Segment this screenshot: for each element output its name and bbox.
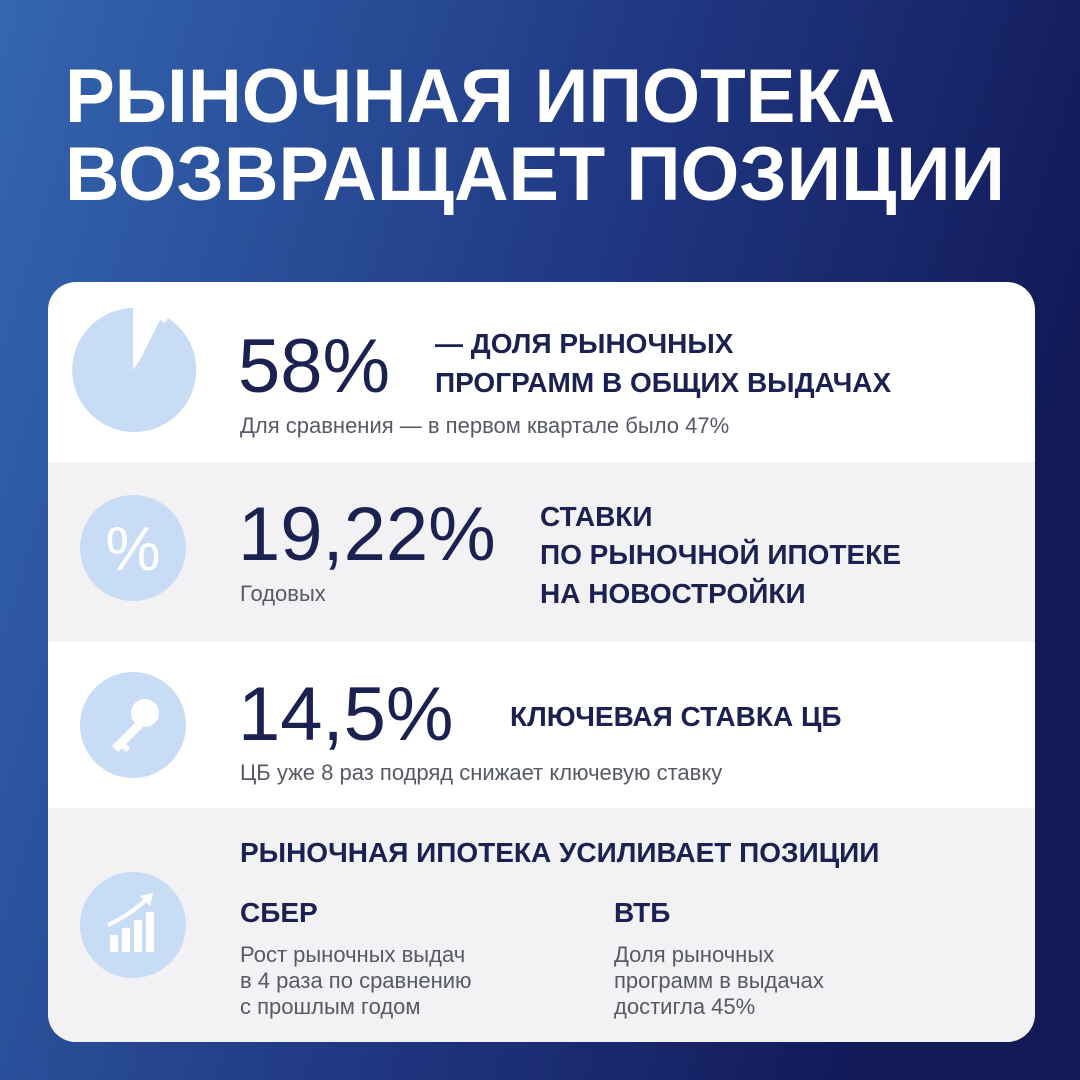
bank-note: Доля рыночных: [614, 942, 774, 967]
bank-note: достигла 45%: [614, 994, 755, 1019]
stat-label: КЛЮЧЕВАЯ СТАВКА ЦБ: [510, 701, 842, 732]
card: [48, 282, 1035, 1042]
growth-icon: [80, 872, 186, 978]
bank-note: программ в выдачах: [614, 968, 824, 993]
bank-name: СБЕР: [240, 897, 318, 928]
stat-note: ЦБ уже 8 раз подряд снижает ключевую ста…: [240, 760, 722, 785]
bank-note: Рост рыночных выдач: [240, 942, 465, 967]
stat-value: 14,5%: [238, 672, 454, 757]
title: РЫНОЧНАЯ ИПОТЕКА: [65, 54, 895, 139]
bank-note: в 4 раза по сравнению: [240, 968, 472, 993]
row-bg: [48, 462, 1035, 642]
stat-label: СТАВКИ: [540, 501, 653, 532]
bank-note: с прошлым годом: [240, 994, 421, 1019]
stat-label: НА НОВОСТРОЙКИ: [540, 577, 806, 609]
stat-value: 58%: [238, 324, 390, 409]
percent-icon: %: [80, 495, 186, 601]
stat-label: ПРОГРАММ В ОБЩИХ ВЫДАЧАХ: [435, 367, 892, 398]
svg-text:%: %: [105, 515, 160, 584]
title: ВОЗВРАЩАЕТ ПОЗИЦИИ: [65, 132, 1005, 217]
stat-value: 19,22%: [238, 492, 496, 577]
stat-label: — ДОЛЯ РЫНОЧНЫХ: [435, 328, 734, 359]
key-icon: [80, 672, 186, 778]
bank-name: ВТБ: [614, 897, 670, 928]
stat-note: Для сравнения — в первом квартале было 4…: [240, 413, 729, 438]
stat-label: ПО РЫНОЧНОЙ ИПОТЕКЕ: [540, 538, 901, 570]
stat-note: Годовых: [240, 581, 326, 606]
row-bg: [48, 808, 1035, 1042]
summary-title: РЫНОЧНАЯ ИПОТЕКА УСИЛИВАЕТ ПОЗИЦИИ: [240, 837, 879, 868]
pie-icon: [72, 308, 197, 432]
